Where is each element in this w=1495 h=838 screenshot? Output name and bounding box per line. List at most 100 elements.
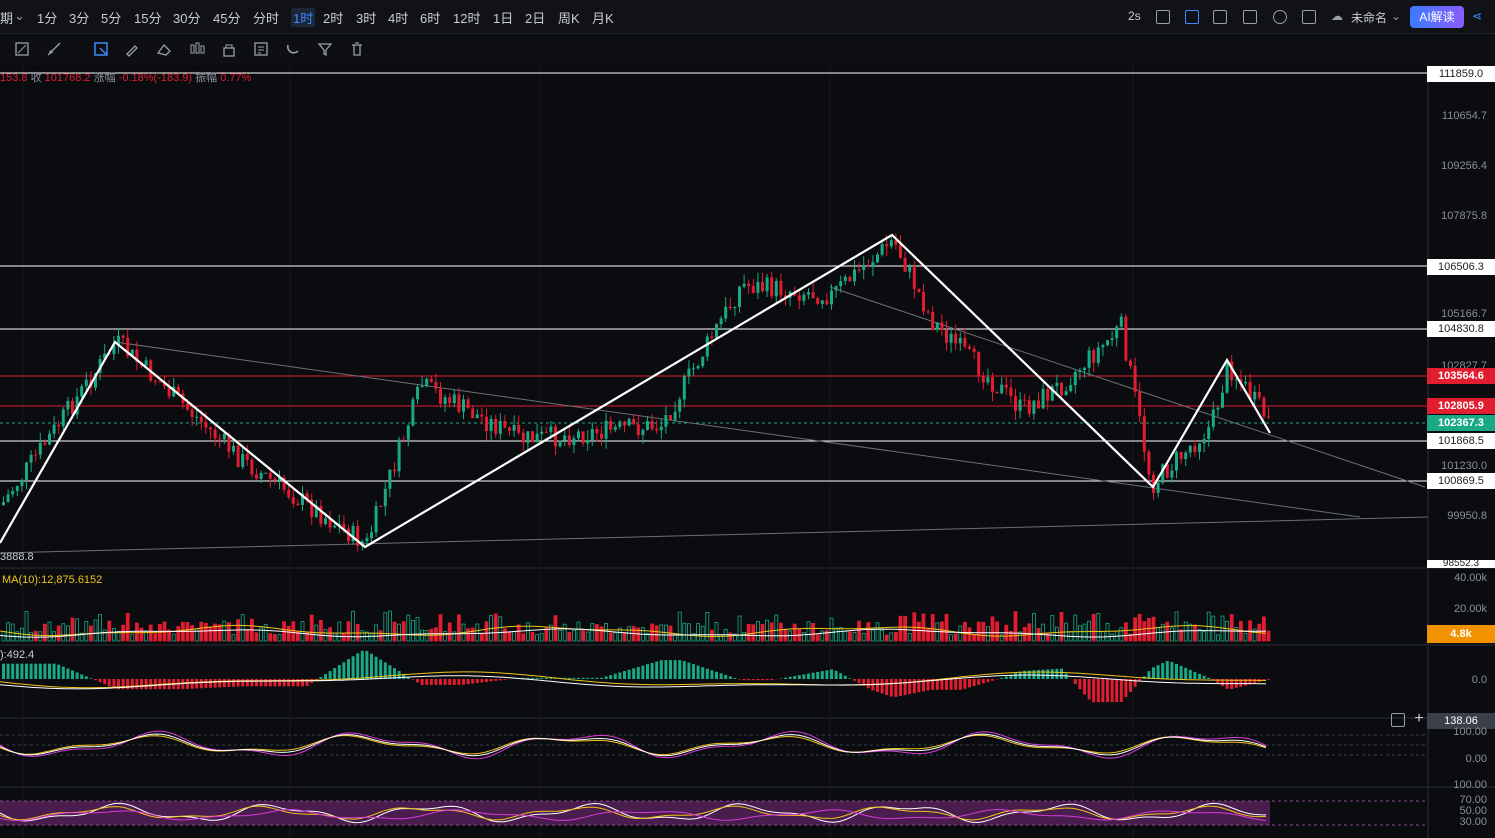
candle-body <box>1170 470 1174 478</box>
candle-body <box>347 528 350 542</box>
macd-bar <box>227 679 231 687</box>
magnet-icon[interactable] <box>285 41 301 57</box>
select-icon[interactable] <box>93 41 109 57</box>
volume-bar <box>590 623 595 642</box>
timeframe-12[interactable]: 12时 <box>453 11 481 26</box>
timeframe-9[interactable]: 3时 <box>356 11 377 26</box>
volume-bar <box>926 628 930 642</box>
filter-icon[interactable] <box>317 41 333 57</box>
candle-body <box>172 386 176 397</box>
pen-icon[interactable] <box>1185 10 1199 24</box>
macd-bar <box>393 668 396 679</box>
trendline-icon[interactable] <box>46 41 62 57</box>
chart-area[interactable]: 153.8 收 101768.2 涨幅 -0.18%(-183.9) 振幅 0.… <box>0 65 1495 838</box>
volume-bar <box>1128 633 1133 642</box>
candles-icon[interactable] <box>189 41 205 57</box>
volume-bar <box>820 630 825 642</box>
macd-bar <box>360 650 364 679</box>
candle-body <box>669 415 672 420</box>
note-icon[interactable] <box>253 41 269 57</box>
candle-body <box>577 431 580 439</box>
timeframe-1[interactable]: 3分 <box>69 11 90 26</box>
candle-body <box>2 501 5 505</box>
candle-body <box>1193 445 1197 452</box>
timeframe-16[interactable]: 月K <box>592 11 614 26</box>
timeframe-14[interactable]: 2日 <box>525 11 546 26</box>
camera-icon[interactable] <box>1156 10 1170 24</box>
volume-bar <box>1243 633 1248 642</box>
candle-body <box>1073 371 1077 386</box>
refresh-interval[interactable]: 2s <box>1128 9 1141 23</box>
fullscreen-icon[interactable] <box>1302 10 1316 24</box>
macd-bar <box>1211 679 1215 681</box>
candle-body <box>646 420 649 430</box>
timeframe-5[interactable]: 45分 <box>213 11 241 26</box>
candle-body <box>190 409 194 417</box>
timeframe-0[interactable]: 1分 <box>37 11 58 26</box>
volume-bar <box>599 626 604 642</box>
candlestick-chart[interactable] <box>0 65 1495 838</box>
timeframe-6[interactable]: 分时 <box>253 11 280 26</box>
timeframe-7[interactable]: 1时 <box>291 8 316 27</box>
volume-bar <box>328 627 333 642</box>
timeframe-13[interactable]: 1日 <box>493 11 514 26</box>
macd-bar <box>549 677 553 679</box>
timeframe-15[interactable]: 周K <box>558 11 580 26</box>
macd-bar <box>314 679 318 681</box>
timeframe-4[interactable]: 30分 <box>173 11 201 26</box>
macd-bar <box>328 671 332 679</box>
lock-icon[interactable] <box>221 41 237 57</box>
volume-bar <box>516 624 521 642</box>
macd-bar <box>1184 667 1188 679</box>
macd-bar <box>250 679 254 687</box>
candle-body <box>379 506 383 508</box>
macd-bar <box>278 679 281 687</box>
candle-body <box>397 439 401 472</box>
timeframe-8[interactable]: 2时 <box>323 11 344 26</box>
candle-body <box>374 506 378 533</box>
candle-body <box>287 489 291 498</box>
macd-bar <box>531 677 534 679</box>
volume-bar <box>696 623 700 642</box>
layout-chevron-icon[interactable]: ⌄ <box>1391 9 1402 23</box>
timeframe-10[interactable]: 4时 <box>388 11 409 26</box>
crosshair-icon[interactable] <box>14 41 30 57</box>
macd-bar <box>866 679 870 689</box>
macd-bar <box>563 677 567 679</box>
volume-tick: 40.00k <box>1453 572 1487 584</box>
volume-bar <box>447 622 452 642</box>
volume-bar <box>852 632 857 642</box>
trash-icon[interactable] <box>349 41 365 57</box>
settings-icon[interactable] <box>1273 10 1287 24</box>
macd-bar <box>379 659 383 679</box>
screenshot-icon[interactable] <box>1213 10 1227 24</box>
eraser-icon[interactable] <box>156 41 172 57</box>
chevron-down-icon[interactable]: ⌄ <box>14 8 25 23</box>
macd-bar <box>457 679 461 685</box>
pane-resize-icon[interactable] <box>1391 713 1405 727</box>
candle-body <box>977 351 981 376</box>
macd-bar <box>613 673 617 679</box>
candle-body <box>250 459 254 475</box>
macd-bar <box>1248 679 1252 685</box>
add-indicator-icon[interactable]: + <box>1414 710 1424 727</box>
ai-interpret-button[interactable]: AI解读 <box>1410 6 1464 28</box>
brush-icon[interactable] <box>124 41 140 57</box>
share-icon[interactable]: ⋖ <box>1472 9 1483 23</box>
candle-body <box>434 381 438 389</box>
candle-body <box>1032 400 1036 414</box>
macd-bar <box>140 679 143 690</box>
template-icon[interactable] <box>1243 10 1257 24</box>
macd-bar <box>75 672 79 679</box>
timeframe-11[interactable]: 6时 <box>420 11 441 26</box>
macd-bar <box>646 664 649 679</box>
layout-name[interactable]: 未命名 <box>1351 11 1388 25</box>
volume-bar <box>190 625 195 642</box>
candle-body <box>448 397 452 404</box>
timeframe-3[interactable]: 15分 <box>134 11 162 26</box>
macd-bar <box>434 679 438 685</box>
timeframe-bar: 期 ⌄ 1分 3分 5分 15分 30分 45分 分时 1时 2时 3时 4时 6时 12时 1日 2日 周K… <box>0 0 1495 34</box>
cloud-icon[interactable]: ☁ <box>1331 9 1343 23</box>
candle-body <box>383 488 387 507</box>
timeframe-2[interactable]: 5分 <box>101 11 122 26</box>
